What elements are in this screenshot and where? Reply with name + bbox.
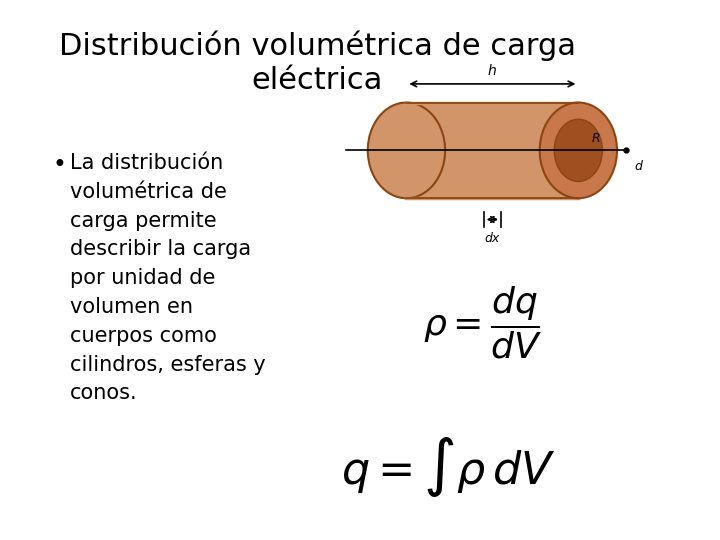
Ellipse shape: [540, 103, 617, 198]
Text: Distribución volumétrica de carga
eléctrica: Distribución volumétrica de carga eléctr…: [58, 31, 575, 95]
Text: La distribución
volumétrica de
carga permite
describir la carga
por unidad de
vo: La distribución volumétrica de carga per…: [70, 153, 265, 403]
Ellipse shape: [554, 119, 603, 181]
Polygon shape: [407, 103, 578, 198]
Text: $\rho = \dfrac{dq}{dV}$: $\rho = \dfrac{dq}{dV}$: [423, 285, 541, 361]
Ellipse shape: [368, 103, 445, 198]
Text: R: R: [592, 132, 600, 145]
Text: h: h: [488, 64, 497, 78]
Text: •: •: [53, 153, 66, 177]
Text: dx: dx: [485, 232, 500, 245]
Text: d: d: [634, 160, 642, 173]
Text: $q = \int \rho \, dV$: $q = \int \rho \, dV$: [341, 435, 555, 499]
